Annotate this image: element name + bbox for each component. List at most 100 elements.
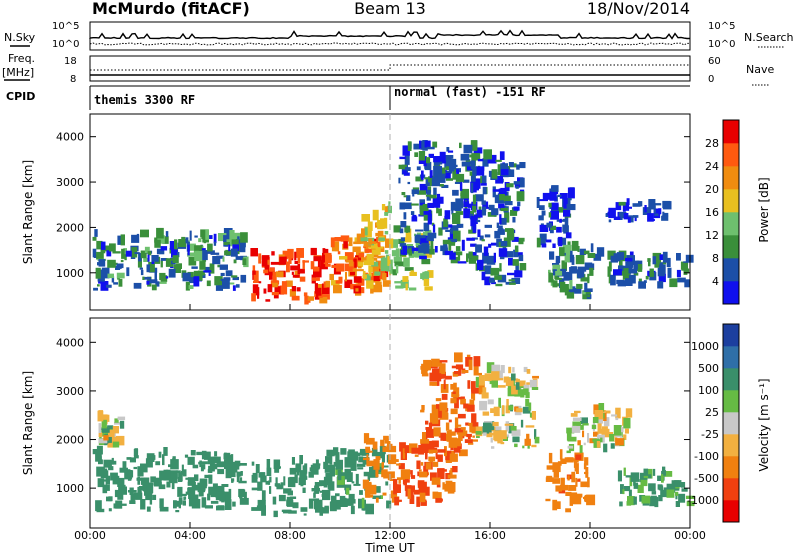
velocity-echo-cell xyxy=(585,467,589,478)
power-echo-cell xyxy=(552,243,556,248)
nsearch-label: N.Search xyxy=(744,31,794,44)
power-echo-cell xyxy=(373,284,383,293)
power-echo-cell xyxy=(508,162,514,168)
power-echo-cell xyxy=(490,267,500,276)
power-echo-cell xyxy=(519,263,527,271)
velocity-echo-cell xyxy=(442,482,445,490)
power-echo-cell xyxy=(426,157,431,164)
power-echo-cell xyxy=(500,241,508,247)
velocity-echo-cell xyxy=(573,459,577,468)
velocity-echo-cell xyxy=(386,445,390,450)
velocity-echo-cell xyxy=(467,442,474,445)
velocity-echo-cell xyxy=(652,468,656,476)
power-echo-cell xyxy=(325,248,329,255)
velocity-echo-cell xyxy=(422,486,430,496)
power-echo-cell xyxy=(407,141,412,151)
velocity-echo-cell xyxy=(362,456,370,465)
velocity-echo-cell xyxy=(658,495,663,502)
nsky-tick-high: 10^5 xyxy=(52,21,79,32)
power-echo-cell xyxy=(384,270,389,278)
power-echo-cell xyxy=(220,272,225,276)
power-echo-cell xyxy=(657,281,664,289)
velocity-echo-cell xyxy=(367,475,371,481)
velocity-echo-cell xyxy=(393,483,397,495)
power-echo-cell xyxy=(198,238,202,243)
power-echo-cell xyxy=(402,245,408,255)
power-echo-cell xyxy=(413,143,420,150)
power-echo-cell xyxy=(558,236,563,247)
power-echo-cell xyxy=(622,271,631,280)
velocity-echo-cell xyxy=(311,488,320,492)
power-echo-cell xyxy=(395,248,400,259)
power-echo-cell xyxy=(429,248,435,255)
power-echo-cell xyxy=(471,153,481,161)
velocity-echo-cell xyxy=(456,424,462,427)
power-echo-cell xyxy=(438,208,442,216)
power-echo-cell xyxy=(193,270,203,281)
velocity-echo-cell xyxy=(114,422,123,425)
velocity-echo-cell xyxy=(598,403,605,412)
power-echo-cell xyxy=(165,276,169,279)
velocity-echo-cell xyxy=(289,496,297,499)
velocity-echo-cell xyxy=(288,510,297,514)
velocity-echo-cell xyxy=(490,437,493,443)
power-echo-cell xyxy=(311,277,320,281)
power-echo-cell xyxy=(499,217,507,225)
velocity-echo-cell xyxy=(603,417,610,427)
velocity-echo-cell xyxy=(559,484,569,491)
velocity-echo-cell xyxy=(568,485,577,491)
power-echo-cell xyxy=(450,225,459,234)
power-echo-cell xyxy=(307,299,311,303)
velocity-echo-cell xyxy=(441,371,446,379)
velocity-echo-cell xyxy=(443,411,446,417)
velocity-echo-cell xyxy=(587,477,590,488)
power-echo-cell xyxy=(252,265,256,272)
cpid-segment-2: normal (fast) -151 RF xyxy=(394,85,546,99)
power-echo-cell xyxy=(113,282,118,285)
power-echo-cell xyxy=(628,215,634,223)
velocity-echo-cell xyxy=(404,445,409,454)
power-echo-cell xyxy=(552,264,561,272)
velocity-colorbar-tick-label: -500 xyxy=(694,472,719,485)
power-echo-cell xyxy=(228,244,231,252)
velocity-echo-cell xyxy=(199,461,208,465)
power-echo-cell xyxy=(185,281,190,291)
velocity-echo-cell xyxy=(238,480,247,484)
power-echo-cell xyxy=(253,270,259,282)
power-colorbar-tick-label: 4 xyxy=(712,275,719,288)
power-echo-cell xyxy=(409,271,417,276)
power-echo-cell xyxy=(290,265,298,271)
power-colorbar-tick-label: 20 xyxy=(705,183,719,196)
power-echo-cell xyxy=(418,251,426,257)
velocity-echo-cell xyxy=(431,440,439,448)
power-echo-cell xyxy=(369,243,378,249)
velocity-echo-cell xyxy=(299,470,307,479)
power-echo-cell xyxy=(416,166,421,171)
power-echo-cell xyxy=(484,224,492,228)
velocity-echo-cell xyxy=(500,365,505,374)
velocity-echo-cell xyxy=(572,417,582,421)
velocity-colorbar-tick-label: 25 xyxy=(705,406,719,419)
power-echo-cell xyxy=(498,248,508,257)
power-echo-cell xyxy=(500,207,509,212)
power-echo-cell xyxy=(299,276,306,282)
velocity-echo-cell xyxy=(312,464,320,470)
power-echo-cell xyxy=(294,270,300,278)
power-echo-cell xyxy=(433,187,437,196)
velocity-echo-cell xyxy=(439,363,446,375)
power-echo-cell xyxy=(112,251,121,254)
power-echo-cell xyxy=(417,190,427,195)
velocity-echo-cell xyxy=(190,494,199,502)
velocity-echo-cell xyxy=(625,408,633,418)
power-echo-cell xyxy=(337,251,341,255)
power-echo-cell xyxy=(356,257,364,267)
velocity-echo-cell xyxy=(471,393,473,399)
power-echo-cell xyxy=(189,230,192,241)
velocity-echo-cell xyxy=(201,497,207,508)
velocity-echo-cell xyxy=(577,440,581,446)
velocity-echo-cell xyxy=(490,408,495,413)
velocity-echo-cell xyxy=(503,376,510,383)
power-echo-cell xyxy=(436,206,439,214)
velocity-echo-cell xyxy=(204,474,212,478)
power-echo-cell xyxy=(550,210,559,220)
